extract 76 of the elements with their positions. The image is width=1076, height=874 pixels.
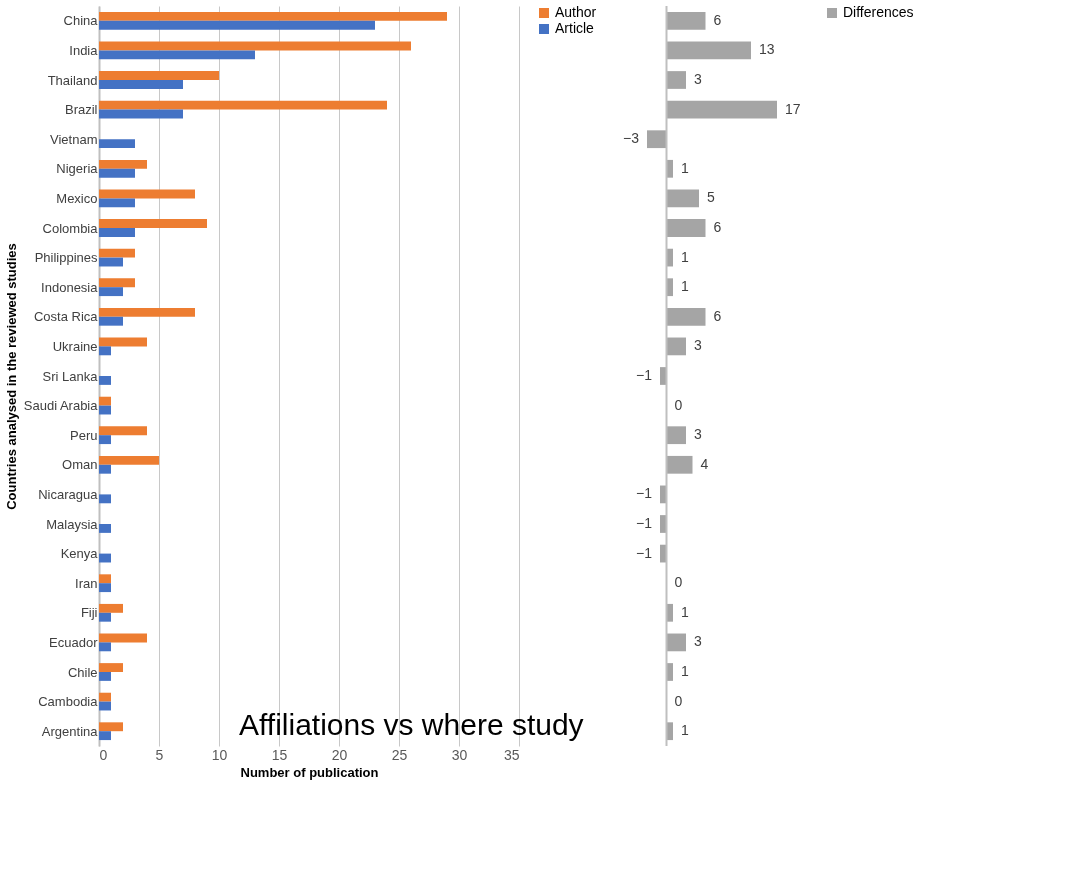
y-axis-title: Countries analysed in the reviewed studies (4, 243, 20, 510)
data-label: −3 (623, 130, 640, 147)
x-tick-label: 20 (331, 746, 348, 763)
x-axis-title: Number of publication (240, 764, 379, 780)
y-tick-label: Ecuador (49, 634, 99, 650)
data-label: 1 (681, 603, 689, 620)
y-tick-label: Kenya (60, 546, 99, 562)
data-label: 5 (707, 189, 715, 206)
y-tick-label: Brazil (64, 102, 98, 118)
data-label: 6 (713, 11, 722, 28)
bar (647, 130, 667, 149)
bar (666, 219, 706, 237)
bar (660, 515, 667, 533)
data-label: 0 (674, 692, 683, 709)
data-label: 3 (694, 426, 702, 443)
bar (666, 189, 699, 208)
y-tick-label: Vietnam (50, 131, 98, 147)
x-tick-label: 15 (271, 746, 288, 763)
data-label: −1 (636, 515, 653, 531)
data-label: 1 (681, 722, 689, 739)
data-label: −1 (636, 544, 653, 561)
bar (666, 11, 706, 30)
y-tick-label: India (69, 42, 99, 58)
y-tick-label: Saudi Arabia (23, 398, 99, 414)
data-label: 4 (700, 455, 709, 472)
y-tick-label: Philippines (34, 250, 98, 266)
y-tick-label: Costa Rica (33, 309, 99, 325)
annotation: Affiliations vs where study (239, 708, 584, 741)
data-label: −1 (636, 367, 653, 383)
data-label: 0 (674, 396, 683, 413)
data-label: 1 (681, 248, 689, 265)
data-label: 1 (681, 278, 689, 295)
legend-label: Differences (843, 4, 914, 20)
y-tick-label: Oman (62, 457, 98, 473)
data-label: −1 (636, 485, 653, 502)
bar (666, 455, 693, 474)
x-tick-label: 30 (451, 746, 468, 763)
x-tick-label: 5 (155, 746, 164, 763)
y-tick-label: Iran (75, 575, 98, 591)
bar (666, 307, 706, 326)
data-label: 3 (694, 633, 702, 650)
bar (666, 41, 751, 60)
data-label: 17 (785, 100, 801, 117)
y-tick-label: Nicaragua (38, 486, 99, 502)
data-label: 0 (674, 574, 683, 591)
y-tick-label: China (63, 13, 99, 29)
y-tick-label: Ukraine (52, 338, 98, 354)
legend-label: Author (555, 4, 597, 20)
x-tick-label: 10 (211, 746, 228, 763)
data-label: 6 (713, 307, 722, 324)
y-tick-label: Fiji (80, 605, 98, 621)
data-label: 3 (694, 337, 702, 354)
y-tick-label: Colombia (42, 220, 99, 236)
bar (666, 426, 686, 445)
data-label: 1 (681, 663, 689, 679)
x-tick-label: 0 (99, 746, 108, 763)
y-tick-label: Malaysia (46, 516, 99, 532)
y-tick-label: Argentina (41, 723, 99, 739)
y-tick-label: Thailand (47, 72, 98, 88)
y-tick-label: Cambodia (38, 694, 99, 710)
data-label: 1 (681, 159, 689, 176)
bar (666, 100, 777, 119)
y-tick-label: Peru (70, 427, 98, 443)
x-tick-label: 35 (503, 746, 520, 763)
y-tick-label: Nigeria (56, 161, 99, 177)
x-tick-label: 25 (391, 746, 408, 763)
bar (660, 367, 667, 385)
y-tick-label: Indonesia (41, 279, 99, 295)
bar (666, 71, 686, 89)
data-label: 3 (694, 71, 702, 87)
y-tick-label: Sri Lanka (42, 368, 99, 384)
data-label: 6 (713, 219, 722, 235)
legend-label: Article (555, 20, 595, 36)
y-tick-label: Chile (67, 664, 98, 680)
data-label: 13 (759, 41, 775, 58)
y-tick-label: Mexico (56, 190, 98, 206)
